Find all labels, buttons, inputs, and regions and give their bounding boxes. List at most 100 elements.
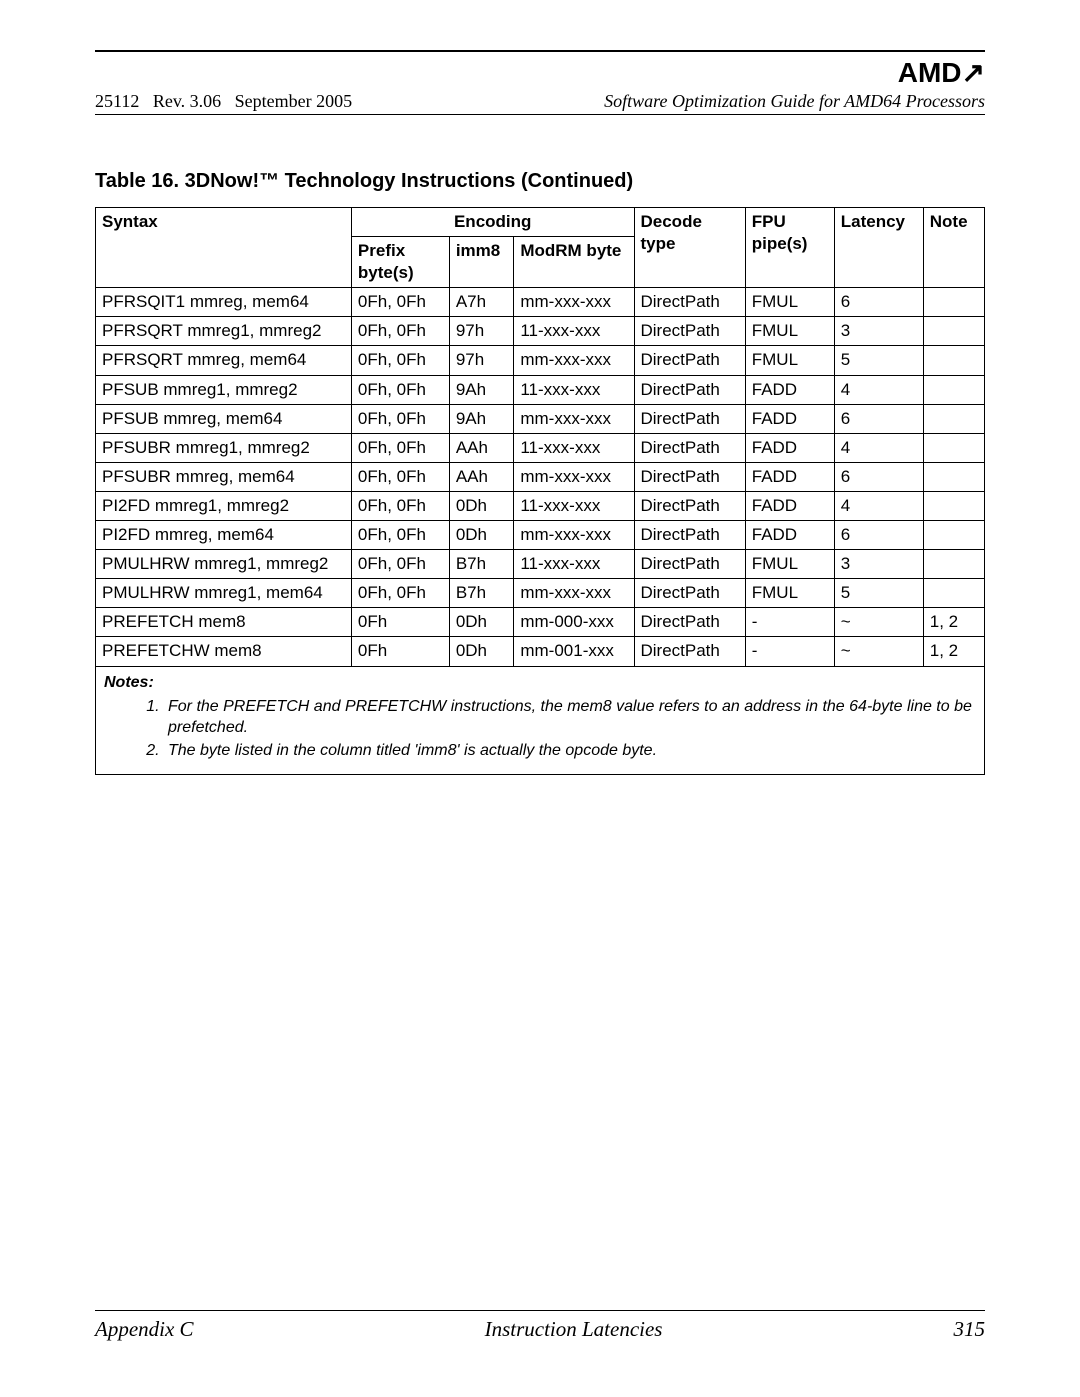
cell-latency: 6 bbox=[834, 404, 923, 433]
cell-fpu: - bbox=[745, 608, 834, 637]
cell-decode: DirectPath bbox=[634, 317, 745, 346]
header-rule bbox=[95, 114, 985, 115]
cell-modrm: 11-xxx-xxx bbox=[514, 491, 634, 520]
cell-latency: 4 bbox=[834, 375, 923, 404]
cell-decode: DirectPath bbox=[634, 491, 745, 520]
cell-fpu: FADD bbox=[745, 521, 834, 550]
th-fpu: FPU pipe(s) bbox=[745, 208, 834, 288]
cell-imm8: 0Dh bbox=[449, 491, 514, 520]
cell-modrm: mm-000-xxx bbox=[514, 608, 634, 637]
cell-note bbox=[923, 550, 984, 579]
cell-modrm: 11-xxx-xxx bbox=[514, 317, 634, 346]
table-row: PI2FD mmreg, mem640Fh, 0Fh0Dhmm-xxx-xxxD… bbox=[96, 521, 985, 550]
header-line: 25112 Rev. 3.06 September 2005 Software … bbox=[95, 91, 985, 112]
cell-prefix: 0Fh, 0Fh bbox=[351, 288, 449, 317]
top-rule bbox=[95, 50, 985, 52]
th-modrm: ModRM byte bbox=[514, 237, 634, 288]
cell-note bbox=[923, 433, 984, 462]
cell-fpu: FMUL bbox=[745, 317, 834, 346]
cell-prefix: 0Fh, 0Fh bbox=[351, 550, 449, 579]
cell-syntax: PI2FD mmreg, mem64 bbox=[96, 521, 352, 550]
cell-prefix: 0Fh, 0Fh bbox=[351, 462, 449, 491]
cell-latency: 4 bbox=[834, 491, 923, 520]
cell-latency: ~ bbox=[834, 608, 923, 637]
cell-modrm: mm-xxx-xxx bbox=[514, 462, 634, 491]
cell-modrm: mm-xxx-xxx bbox=[514, 346, 634, 375]
cell-modrm: mm-xxx-xxx bbox=[514, 288, 634, 317]
th-encoding: Encoding bbox=[351, 208, 634, 237]
table-row: PMULHRW mmreg1, mmreg20Fh, 0FhB7h11-xxx-… bbox=[96, 550, 985, 579]
footer-line: Appendix C Instruction Latencies 315 bbox=[95, 1317, 985, 1342]
cell-decode: DirectPath bbox=[634, 404, 745, 433]
table-row: PFSUB mmreg1, mmreg20Fh, 0Fh9Ah11-xxx-xx… bbox=[96, 375, 985, 404]
cell-fpu: FMUL bbox=[745, 550, 834, 579]
doc-rev: Rev. 3.06 bbox=[153, 91, 221, 111]
cell-note bbox=[923, 462, 984, 491]
cell-decode: DirectPath bbox=[634, 521, 745, 550]
cell-imm8: 97h bbox=[449, 317, 514, 346]
cell-imm8: 97h bbox=[449, 346, 514, 375]
cell-fpu: FMUL bbox=[745, 579, 834, 608]
table-row: PFSUBR mmreg, mem640Fh, 0FhAAhmm-xxx-xxx… bbox=[96, 462, 985, 491]
table-row: PFRSQRT mmreg, mem640Fh, 0Fh97hmm-xxx-xx… bbox=[96, 346, 985, 375]
table-row: PFRSQRT mmreg1, mmreg20Fh, 0Fh97h11-xxx-… bbox=[96, 317, 985, 346]
table-row: PFSUB mmreg, mem640Fh, 0Fh9Ahmm-xxx-xxxD… bbox=[96, 404, 985, 433]
cell-latency: 6 bbox=[834, 462, 923, 491]
logo-row: AMD↗ bbox=[95, 56, 985, 89]
cell-note bbox=[923, 491, 984, 520]
cell-syntax: PFSUB mmreg, mem64 bbox=[96, 404, 352, 433]
note-item: The byte listed in the column titled 'im… bbox=[164, 741, 976, 762]
cell-syntax: PFRSQRT mmreg1, mmreg2 bbox=[96, 317, 352, 346]
cell-fpu: FADD bbox=[745, 462, 834, 491]
cell-note bbox=[923, 375, 984, 404]
notes-list: For the PREFETCH and PREFETCHW instructi… bbox=[104, 697, 976, 761]
header-left: 25112 Rev. 3.06 September 2005 bbox=[95, 91, 352, 112]
cell-prefix: 0Fh, 0Fh bbox=[351, 579, 449, 608]
cell-syntax: PFSUBR mmreg1, mmreg2 bbox=[96, 433, 352, 462]
cell-latency: 5 bbox=[834, 346, 923, 375]
cell-note bbox=[923, 521, 984, 550]
cell-imm8: A7h bbox=[449, 288, 514, 317]
cell-modrm: 11-xxx-xxx bbox=[514, 550, 634, 579]
table-row: PFRSQIT1 mmreg, mem640Fh, 0FhA7hmm-xxx-x… bbox=[96, 288, 985, 317]
table-row: PFSUBR mmreg1, mmreg20Fh, 0FhAAh11-xxx-x… bbox=[96, 433, 985, 462]
doc-title: Software Optimization Guide for AMD64 Pr… bbox=[604, 91, 985, 112]
th-latency: Latency bbox=[834, 208, 923, 288]
cell-imm8: AAh bbox=[449, 433, 514, 462]
doc-date: September 2005 bbox=[235, 91, 352, 111]
cell-note bbox=[923, 288, 984, 317]
cell-modrm: 11-xxx-xxx bbox=[514, 433, 634, 462]
notes-row: Notes: For the PREFETCH and PREFETCHW in… bbox=[96, 666, 985, 774]
th-prefix: Prefix byte(s) bbox=[351, 237, 449, 288]
cell-imm8: 0Dh bbox=[449, 637, 514, 666]
cell-latency: 6 bbox=[834, 521, 923, 550]
cell-imm8: 9Ah bbox=[449, 375, 514, 404]
cell-syntax: PREFETCH mem8 bbox=[96, 608, 352, 637]
amd-logo-text: AMD bbox=[898, 57, 962, 88]
cell-fpu: FADD bbox=[745, 433, 834, 462]
cell-fpu: FMUL bbox=[745, 288, 834, 317]
cell-decode: DirectPath bbox=[634, 462, 745, 491]
cell-imm8: 0Dh bbox=[449, 521, 514, 550]
th-syntax: Syntax bbox=[96, 208, 352, 288]
cell-imm8: 0Dh bbox=[449, 608, 514, 637]
cell-latency: 5 bbox=[834, 579, 923, 608]
notes-cell: Notes: For the PREFETCH and PREFETCHW in… bbox=[96, 666, 985, 774]
table-row: PMULHRW mmreg1, mem640Fh, 0FhB7hmm-xxx-x… bbox=[96, 579, 985, 608]
th-imm8: imm8 bbox=[449, 237, 514, 288]
cell-imm8: 9Ah bbox=[449, 404, 514, 433]
cell-fpu: FADD bbox=[745, 491, 834, 520]
cell-prefix: 0Fh, 0Fh bbox=[351, 433, 449, 462]
footer: Appendix C Instruction Latencies 315 bbox=[95, 1310, 985, 1342]
cell-decode: DirectPath bbox=[634, 608, 745, 637]
notes-heading: Notes: bbox=[104, 673, 976, 694]
cell-modrm: 11-xxx-xxx bbox=[514, 375, 634, 404]
table-header-row-1: Syntax Encoding Decode type FPU pipe(s) … bbox=[96, 208, 985, 237]
table-row: PI2FD mmreg1, mmreg20Fh, 0Fh0Dh11-xxx-xx… bbox=[96, 491, 985, 520]
footer-center: Instruction Latencies bbox=[485, 1317, 663, 1342]
table-row: PREFETCH mem80Fh0Dhmm-000-xxxDirectPath-… bbox=[96, 608, 985, 637]
cell-fpu: - bbox=[745, 637, 834, 666]
doc-id: 25112 bbox=[95, 91, 139, 111]
cell-decode: DirectPath bbox=[634, 346, 745, 375]
cell-prefix: 0Fh, 0Fh bbox=[351, 491, 449, 520]
